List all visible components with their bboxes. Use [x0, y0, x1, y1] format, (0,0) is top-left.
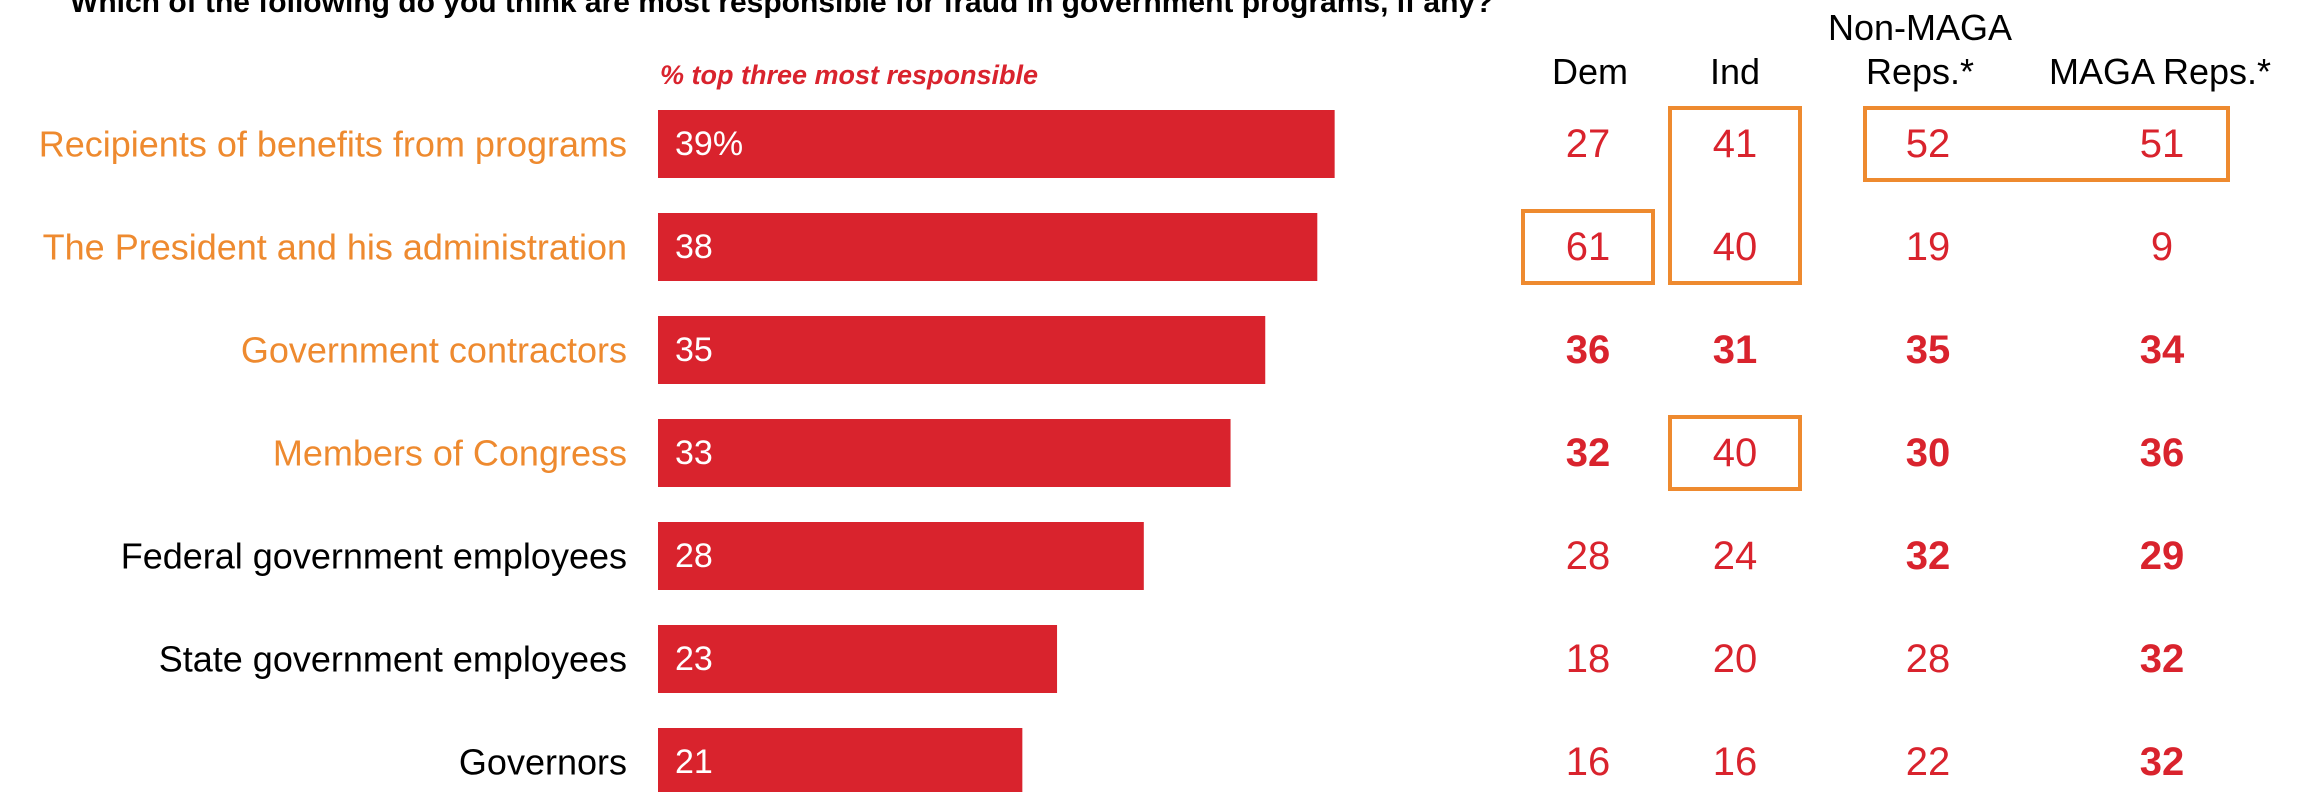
table-cell-nonmaga: 30	[1906, 431, 1951, 475]
table-cell-ind: 31	[1713, 328, 1758, 372]
category-label: Governors	[459, 742, 627, 783]
table-cell-dem: 61	[1566, 225, 1611, 269]
bar-value-label: 21	[675, 743, 713, 781]
table-cell-dem: 16	[1566, 740, 1611, 784]
table-cell-nonmaga: 22	[1906, 740, 1951, 784]
category-label: Recipients of benefits from programs	[39, 124, 627, 165]
category-label: Federal government employees	[121, 536, 627, 577]
category-label: State government employees	[159, 639, 627, 680]
highlight-box	[1521, 209, 1655, 285]
table-cell-nonmaga: 52	[1906, 122, 1951, 166]
category-label: Government contractors	[241, 330, 627, 371]
table-cell-ind: 24	[1713, 534, 1758, 578]
bar-value-label: 23	[675, 640, 713, 678]
column-header-dem: Dem	[1551, 51, 1628, 92]
bar-value-label: 35	[675, 331, 713, 369]
table-cell-dem: 32	[1566, 431, 1611, 475]
highlight-box	[1668, 415, 1802, 491]
category-label: The President and his administration	[43, 227, 627, 268]
table-cell-dem: 18	[1566, 637, 1611, 681]
table-cell-ind: 40	[1713, 225, 1758, 269]
category-label: Members of Congress	[273, 433, 627, 474]
table-cell-maga: 36	[2140, 431, 2185, 475]
table-cell-ind: 40	[1713, 431, 1758, 475]
table-cell-nonmaga: 32	[1906, 534, 1951, 578]
table-cell-maga: 51	[2140, 122, 2185, 166]
bar-value-label: 39%	[675, 125, 743, 163]
table-cell-dem: 27	[1566, 122, 1611, 166]
table-cell-dem: 28	[1566, 534, 1611, 578]
chart-subtitle: % top three most responsible	[660, 60, 1039, 90]
table-cell-maga: 34	[2140, 328, 2185, 372]
table-cell-dem: 36	[1566, 328, 1611, 372]
bar	[658, 625, 1058, 693]
bar-value-label: 38	[675, 228, 713, 266]
table-cell-maga: 29	[2140, 534, 2185, 578]
highlight-box	[1668, 106, 1802, 285]
bar	[658, 110, 1335, 178]
table-cell-ind: 16	[1713, 740, 1758, 784]
table-cell-ind: 41	[1713, 122, 1758, 166]
table-cell-maga: 32	[2140, 637, 2185, 681]
bar-value-label: 33	[675, 434, 713, 472]
table-cell-maga: 9	[2151, 225, 2173, 269]
chart-title: Which of the following do you think are …	[70, 0, 1494, 19]
bar-value-label: 28	[675, 537, 713, 575]
bar	[658, 728, 1023, 792]
bar	[658, 316, 1266, 384]
bar	[658, 419, 1231, 487]
column-header-non-maga: Non-MAGA Reps.*	[1827, 7, 2013, 92]
table-cell-ind: 20	[1713, 637, 1758, 681]
table-cell-maga: 32	[2140, 740, 2185, 784]
column-header-ind: Ind	[1709, 51, 1761, 92]
highlight-box	[1863, 106, 2230, 182]
column-header-maga: MAGA Reps.*	[2048, 51, 2272, 92]
table-cell-nonmaga: 28	[1906, 637, 1951, 681]
bar	[658, 522, 1144, 590]
table-cell-nonmaga: 19	[1906, 225, 1951, 269]
bar	[658, 213, 1318, 281]
table-cell-nonmaga: 35	[1906, 328, 1951, 372]
